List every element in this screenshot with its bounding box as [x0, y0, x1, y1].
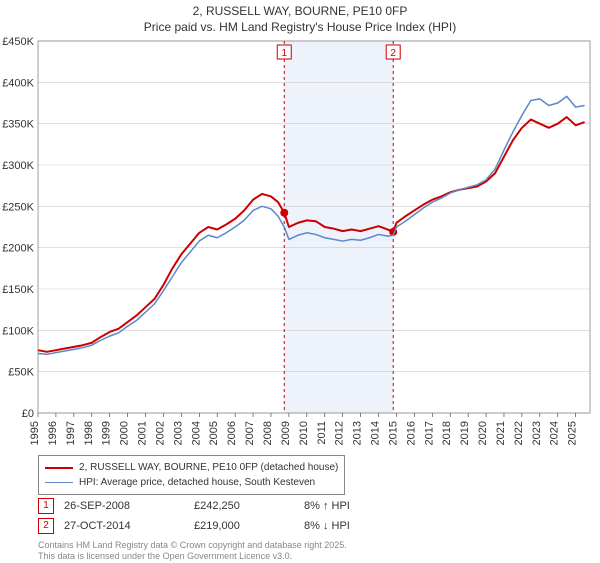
price-chart: £0 £50K £100K £150K £200K £250K £300K £350K £400…: [0, 35, 600, 455]
svg-text:2025: 2025: [567, 421, 579, 445]
svg-text:2019: 2019: [459, 421, 471, 445]
sale-delta-2: 8% ↓ HPI: [304, 520, 350, 532]
sale-events-table: 1 26-SEP-2008 £242,250 8% ↑ HPI 2 27-OCT…: [38, 498, 350, 534]
svg-text:2003: 2003: [172, 421, 184, 445]
svg-text:£250K: £250K: [2, 202, 34, 214]
svg-text:2004: 2004: [190, 421, 202, 445]
svg-text:£300K: £300K: [2, 160, 34, 172]
svg-text:2018: 2018: [441, 421, 453, 445]
sale-marker-2: 2: [38, 518, 54, 534]
svg-text:2009: 2009: [280, 421, 292, 445]
svg-text:2008: 2008: [262, 421, 274, 445]
svg-text:£450K: £450K: [2, 36, 34, 48]
svg-text:2001: 2001: [137, 421, 149, 445]
sale-price-1: £242,250: [194, 500, 294, 512]
svg-text:2016: 2016: [405, 421, 417, 445]
svg-text:£400K: £400K: [2, 78, 34, 90]
svg-text:2015: 2015: [387, 421, 399, 445]
sale-date-2: 27-OCT-2014: [64, 520, 184, 532]
svg-text:2000: 2000: [119, 421, 131, 445]
svg-text:1996: 1996: [47, 421, 59, 445]
svg-text:2022: 2022: [513, 421, 525, 445]
svg-text:2010: 2010: [298, 421, 310, 445]
svg-text:£350K: £350K: [2, 119, 34, 131]
svg-text:2005: 2005: [208, 421, 220, 445]
legend-label-1: 2, RUSSELL WAY, BOURNE, PE10 0FP (detach…: [79, 460, 338, 475]
title-line-2: Price paid vs. HM Land Registry's House …: [144, 20, 456, 34]
svg-text:2007: 2007: [244, 421, 256, 445]
svg-text:2011: 2011: [316, 421, 328, 445]
svg-text:1995: 1995: [29, 421, 41, 445]
svg-text:1: 1: [281, 48, 287, 59]
legend-label-2: HPI: Average price, detached house, Sout…: [79, 475, 315, 490]
legend: 2, RUSSELL WAY, BOURNE, PE10 0FP (detach…: [38, 455, 345, 495]
svg-text:2012: 2012: [334, 421, 346, 445]
svg-text:2013: 2013: [352, 421, 364, 445]
svg-text:2017: 2017: [423, 421, 435, 445]
svg-text:2006: 2006: [226, 421, 238, 445]
sale-marker-1: 1: [38, 498, 54, 514]
legend-swatch-1: [45, 467, 73, 469]
title-line-1: 2, RUSSELL WAY, BOURNE, PE10 0FP: [193, 4, 408, 18]
legend-swatch-2: [45, 482, 73, 483]
svg-text:£200K: £200K: [2, 243, 34, 255]
svg-text:1998: 1998: [83, 421, 95, 445]
sale-date-1: 26-SEP-2008: [64, 500, 184, 512]
sale-delta-1: 8% ↑ HPI: [304, 500, 350, 512]
svg-text:2: 2: [390, 48, 396, 59]
sale-price-2: £219,000: [194, 520, 294, 532]
svg-text:2024: 2024: [549, 421, 561, 445]
svg-text:2021: 2021: [495, 421, 507, 445]
svg-text:2002: 2002: [154, 421, 166, 445]
footer-line-1: Contains HM Land Registry data © Crown c…: [38, 540, 347, 550]
svg-text:2020: 2020: [477, 421, 489, 445]
chart-title: 2, RUSSELL WAY, BOURNE, PE10 0FP Price p…: [0, 0, 600, 35]
svg-text:£50K: £50K: [8, 367, 34, 379]
attribution-footer: Contains HM Land Registry data © Crown c…: [38, 540, 347, 563]
svg-text:£150K: £150K: [2, 284, 34, 296]
svg-text:1999: 1999: [101, 421, 113, 445]
svg-text:2023: 2023: [531, 421, 543, 445]
svg-text:£100K: £100K: [2, 326, 34, 338]
svg-text:1997: 1997: [65, 421, 77, 445]
svg-text:2014: 2014: [370, 421, 382, 445]
svg-text:£0: £0: [22, 408, 34, 420]
